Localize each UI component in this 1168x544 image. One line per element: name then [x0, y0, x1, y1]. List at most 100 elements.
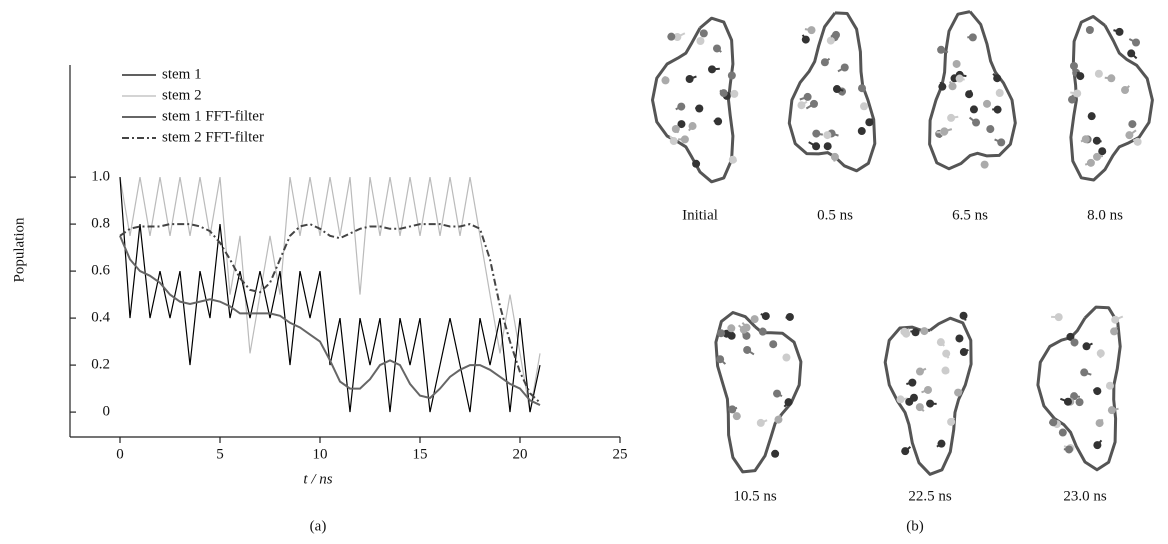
base — [858, 84, 867, 93]
base — [769, 340, 778, 349]
base — [1073, 89, 1082, 98]
base — [732, 412, 741, 421]
base — [1092, 136, 1101, 145]
base — [1054, 313, 1063, 322]
base — [773, 389, 782, 398]
base — [743, 345, 752, 354]
base — [1075, 398, 1084, 407]
base — [1107, 74, 1116, 83]
rna-backbone — [1036, 305, 1122, 472]
base — [915, 403, 924, 412]
base — [968, 33, 977, 42]
base — [959, 311, 968, 320]
base — [797, 101, 806, 110]
base — [1063, 397, 1072, 406]
base — [923, 385, 932, 394]
rna-backbone — [883, 316, 973, 476]
base — [954, 388, 963, 397]
base — [727, 71, 736, 80]
base — [1093, 387, 1102, 396]
snapshot-caption: 6.5 ns — [952, 207, 988, 223]
base — [714, 117, 723, 126]
base — [947, 417, 956, 426]
base — [832, 85, 841, 94]
snapshot-caption: Initial — [682, 207, 718, 223]
base — [688, 122, 697, 131]
base — [1115, 27, 1124, 36]
snapshot-caption: 0.5 ns — [817, 207, 853, 223]
base — [1110, 327, 1119, 336]
x-tick-label: 0 — [116, 446, 124, 462]
snapshot-caption: 23.0 ns — [1063, 488, 1107, 504]
base — [1086, 158, 1095, 167]
series-line — [119, 177, 541, 413]
y-tick-label: 1.0 — [91, 169, 110, 185]
snapshot-caption: 22.5 ns — [908, 488, 952, 504]
base — [830, 152, 839, 161]
base — [947, 113, 956, 122]
base — [1069, 61, 1078, 70]
rna-backbone — [928, 10, 1017, 171]
y-tick-label: 0.6 — [91, 263, 110, 279]
base — [941, 366, 950, 375]
base — [955, 334, 964, 343]
base — [758, 327, 767, 336]
base — [911, 328, 920, 337]
base — [1128, 120, 1137, 129]
base — [728, 155, 737, 164]
base — [677, 120, 686, 129]
base — [719, 89, 728, 98]
base — [823, 142, 832, 151]
base — [677, 102, 686, 111]
base — [902, 329, 911, 338]
base — [1105, 381, 1114, 390]
base — [1121, 86, 1130, 95]
legend-label: stem 2 — [162, 87, 202, 103]
base — [997, 138, 1006, 147]
base — [1093, 441, 1102, 450]
base — [812, 142, 821, 151]
base — [926, 399, 935, 408]
base — [909, 393, 918, 402]
base — [948, 82, 957, 91]
base — [1066, 332, 1075, 341]
base — [771, 449, 780, 458]
snapshot-caption: 8.0 ns — [1087, 207, 1123, 223]
base — [810, 99, 819, 108]
base — [692, 159, 701, 168]
rna-backbone — [651, 16, 735, 184]
base — [865, 118, 874, 127]
base — [669, 137, 678, 146]
y-axis-label: Population — [11, 217, 27, 283]
base — [937, 439, 946, 448]
rna-backbone — [714, 311, 803, 474]
base — [713, 44, 722, 53]
base — [832, 30, 841, 39]
y-tick-label: 0 — [103, 404, 111, 420]
base — [942, 349, 951, 358]
x-tick-label: 20 — [513, 446, 528, 462]
base — [857, 127, 866, 136]
rna-backbone — [1069, 15, 1154, 182]
base — [717, 329, 726, 338]
base — [920, 327, 929, 336]
series-line — [119, 176, 541, 413]
base — [1096, 349, 1105, 358]
structure-images — [651, 10, 1154, 476]
base — [1058, 428, 1067, 437]
legend-label: stem 2 FFT-filter — [162, 129, 264, 145]
legend-label: stem 1 FFT-filter — [162, 108, 264, 124]
x-tick-label: 10 — [313, 446, 328, 462]
base — [937, 45, 946, 54]
base — [727, 324, 736, 333]
base — [667, 32, 676, 41]
base — [696, 36, 705, 45]
base — [761, 312, 770, 321]
base — [965, 90, 974, 99]
snapshot-caption: 10.5 ns — [733, 488, 777, 504]
y-tick-label: 0.2 — [91, 357, 110, 373]
base — [728, 405, 737, 414]
base — [661, 76, 670, 85]
base — [986, 125, 995, 134]
x-tick-label: 15 — [413, 446, 428, 462]
